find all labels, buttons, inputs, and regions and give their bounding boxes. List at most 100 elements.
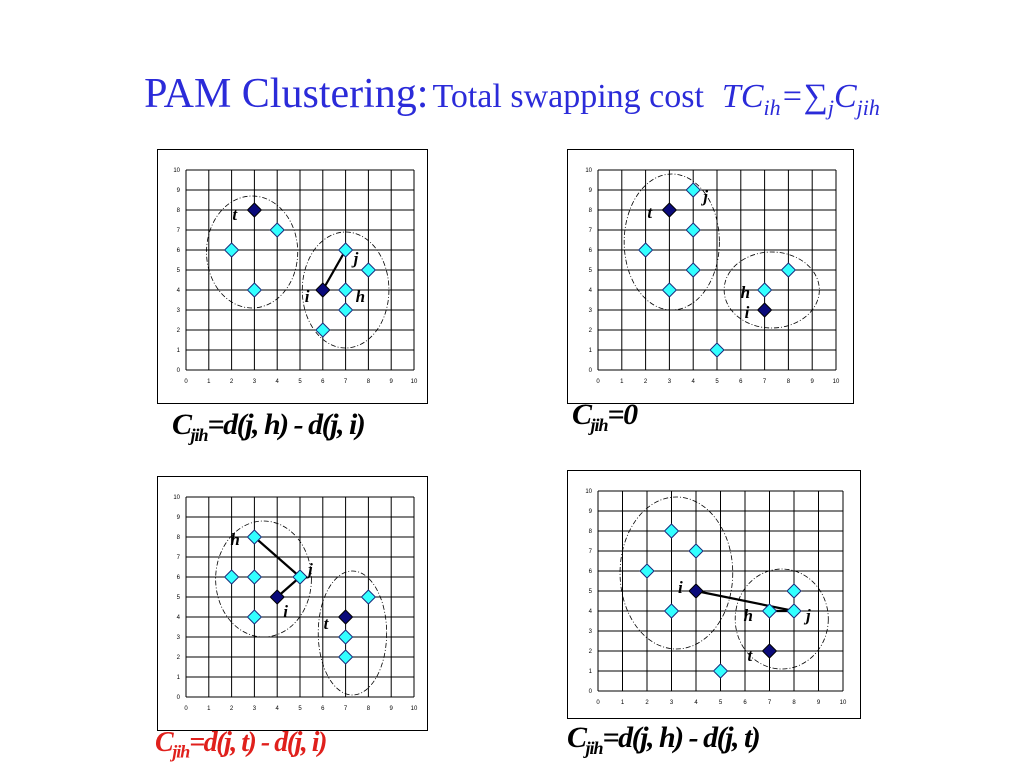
y-tick-label: 3: [589, 629, 593, 635]
y-tick-label: 8: [177, 208, 181, 214]
cluster-ellipse: [734, 568, 829, 670]
y-tick-label: 3: [177, 308, 181, 314]
data-point-light: [756, 282, 773, 298]
x-tick-label: 5: [719, 700, 723, 706]
cluster-ellipse: [206, 195, 299, 309]
medoid-point: [756, 302, 773, 318]
data-point-light: [685, 222, 701, 238]
data-point-light: [685, 262, 701, 278]
data-point-light: [246, 529, 263, 545]
y-tick-label: 6: [589, 248, 593, 254]
c-symbol: C: [833, 78, 857, 115]
point-label: i: [678, 578, 683, 597]
x-tick-label: 9: [817, 700, 821, 706]
y-tick-label: 4: [177, 288, 181, 294]
data-point-light: [685, 182, 701, 198]
cluster-ellipse: [215, 520, 312, 638]
y-tick-label: 10: [585, 489, 592, 495]
y-tick-label: 8: [589, 529, 593, 535]
medoid-point: [661, 202, 678, 218]
formula-4-sub: jih: [585, 738, 604, 758]
data-point-light: [337, 282, 354, 298]
y-tick-label: 0: [177, 368, 181, 374]
y-tick-label: 1: [177, 348, 181, 354]
y-tick-label: 1: [589, 348, 593, 354]
data-point-light: [780, 262, 797, 278]
formula-1-c: C: [172, 408, 192, 441]
y-tick-label: 7: [589, 228, 593, 234]
equals-sign: =: [780, 78, 804, 115]
x-tick-label: 10: [833, 379, 840, 385]
point-label: i: [305, 287, 310, 306]
medoid-point: [315, 282, 331, 298]
x-tick-label: 1: [207, 706, 211, 712]
data-point-light: [639, 563, 655, 579]
data-point-light: [709, 342, 725, 358]
y-tick-label: 0: [589, 368, 593, 374]
point-label: h: [744, 606, 753, 625]
y-tick-label: 9: [177, 188, 181, 194]
data-point-light: [337, 649, 354, 665]
x-tick-label: 7: [344, 706, 348, 712]
data-point-light: [223, 242, 240, 258]
formula-4: Cjih=d(j, h) - d(j, t): [567, 721, 761, 759]
x-tick-label: 6: [321, 379, 325, 385]
point-label: t: [324, 614, 330, 633]
distance-line: [253, 536, 301, 578]
formula-1: Cjih=d(j, h) - d(j, i): [172, 408, 366, 446]
y-tick-label: 4: [589, 609, 593, 615]
formula-2-sub: jih: [590, 415, 609, 435]
cluster-ellipse: [301, 231, 390, 349]
formula-1-rest: =d(j, h) - d(j, i): [207, 408, 366, 441]
y-tick-label: 8: [177, 535, 181, 541]
scatter-chart-3: 0 0 1 1 2 2 3 3 4 4 5 5 6 6 7 7 8 8 9 9 10 10 h j i t: [157, 476, 428, 731]
point-label: i: [283, 602, 288, 621]
y-tick-label: 2: [177, 328, 181, 334]
scatter-chart-2: 0 0 1 1 2 2 3 3 4 4 5 5 6 6 7 7 8 8 9 9 10 10 t j h i: [567, 149, 854, 404]
x-tick-label: 5: [298, 706, 302, 712]
x-tick-label: 5: [715, 379, 719, 385]
data-point-light: [292, 569, 308, 585]
scatter-chart-1: 0 0 1 1 2 2 3 3 4 4 5 5 6 6 7 7 8 8 9 9 10 10 t j i h: [157, 149, 428, 404]
data-point-light: [761, 603, 778, 619]
point-label: h: [741, 283, 750, 302]
data-point-light: [360, 589, 377, 605]
x-tick-label: 2: [644, 379, 648, 385]
formula-4-rest: =d(j, h) - d(j, t): [602, 721, 761, 754]
data-point-light: [223, 569, 240, 585]
title-sub: Total swapping cost: [432, 78, 704, 115]
x-tick-label: 2: [230, 379, 234, 385]
point-label: t: [647, 203, 653, 222]
data-point-light: [786, 603, 802, 619]
y-tick-label: 5: [177, 595, 181, 601]
y-tick-label: 5: [177, 268, 181, 274]
x-tick-label: 0: [596, 379, 600, 385]
medoid-point: [688, 583, 704, 599]
formula-3-c: C: [155, 727, 174, 758]
formula-3-sub: jih: [172, 741, 190, 762]
data-point-light: [712, 663, 729, 679]
point-label: h: [230, 530, 239, 549]
x-tick-label: 6: [321, 706, 325, 712]
x-tick-label: 2: [230, 706, 234, 712]
data-point-light: [661, 282, 678, 298]
title-formula: TCih=∑jCjih: [721, 78, 880, 120]
data-point-light: [688, 543, 704, 559]
y-tick-label: 2: [177, 655, 181, 661]
c-subscript: jih: [856, 94, 880, 120]
data-point-light: [663, 603, 680, 619]
formula-2: Cjih=0: [572, 398, 638, 436]
slide-title: PAM Clustering: Total swapping cost TCih…: [0, 70, 1024, 121]
data-point-light: [637, 242, 654, 258]
y-tick-label: 7: [589, 549, 593, 555]
data-point-light: [246, 569, 263, 585]
scatter-svg-1: 00 1 1 2 2 3 3 4 4 5 5 6 6 7 7 8 8 9 9 10 10 t j i h: [173, 168, 418, 385]
x-tick-label: 6: [743, 700, 747, 706]
x-tick-label: 2: [645, 700, 649, 706]
scatter-svg-3: 00 1 1 2 2 3 3 4 4 5 5 6 6 7 7 8 8 9 9 10 10 h j i t: [173, 495, 418, 712]
point-label: i: [745, 303, 750, 322]
x-tick-label: 4: [276, 706, 280, 712]
tc-symbol: TC: [721, 78, 764, 115]
x-tick-label: 3: [668, 379, 672, 385]
y-tick-label: 9: [589, 509, 593, 515]
